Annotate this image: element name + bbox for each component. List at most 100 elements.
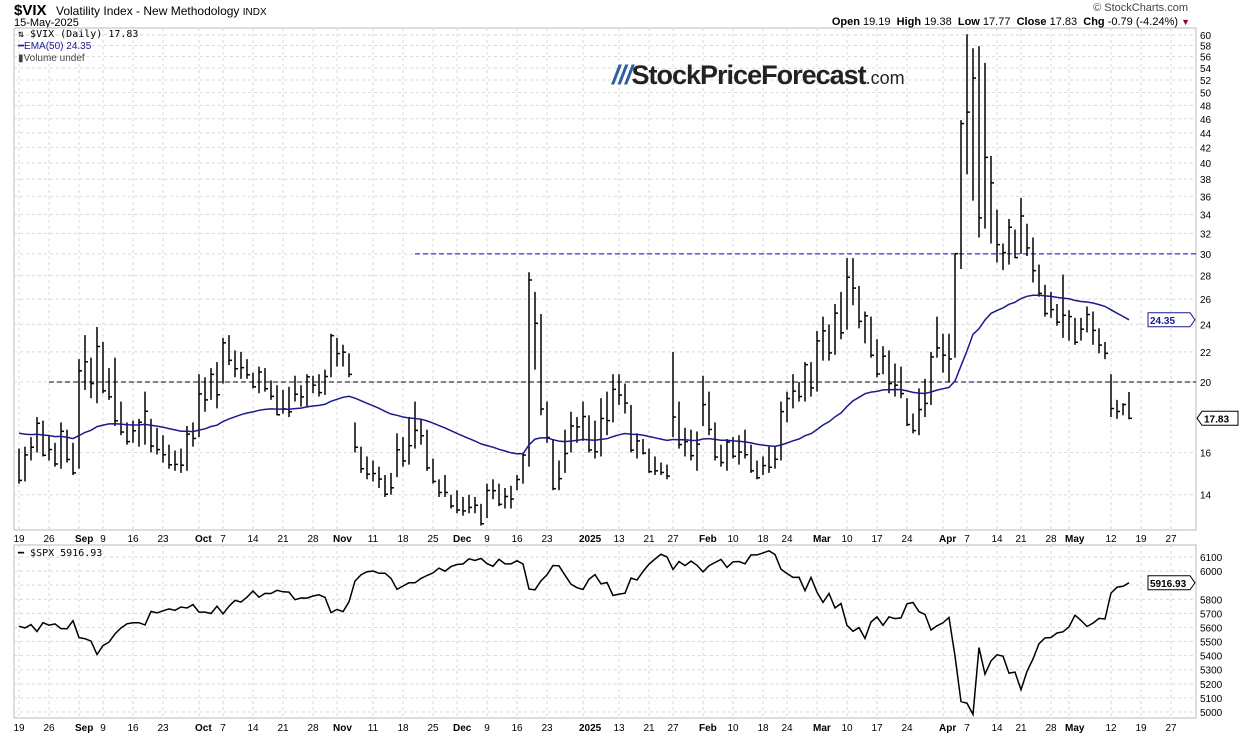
y-tick-label: 58 [1200,42,1212,53]
x-tick-label: 9 [484,534,490,545]
x-tick-label: Feb [699,723,717,734]
x-tick-label: 16 [511,723,523,734]
spx-line [18,549,1130,717]
x-tick-label: 21 [1015,534,1027,545]
y-tick-label: 6000 [1200,567,1223,578]
x-tick-label: 28 [307,723,319,734]
x-tick-label: Feb [699,534,717,545]
x-tick-label: 14 [247,723,259,734]
x-tick-label: 28 [1045,534,1057,545]
y-tick-label: 28 [1200,272,1212,283]
ema-line [18,294,1130,455]
x-tick-label: 14 [991,723,1003,734]
y-tick-label: 34 [1200,210,1212,221]
x-tick-label: 27 [667,534,679,545]
x-tick-label: 23 [541,534,553,545]
security-name-text: Volatility Index - New Methodology [56,4,240,18]
x-tick-label: Mar [813,534,831,545]
x-tick-label: 19 [1135,723,1147,734]
x-tick-label: 7 [220,723,226,734]
x-tick-label: 13 [613,723,625,734]
y-tick-label: 5500 [1200,638,1223,649]
x-tick-label: 7 [964,723,970,734]
logo-slashes-icon: /// [612,60,632,90]
legend-ema: ━EMA(50) 24.35 [18,41,92,52]
low-value: 17.77 [982,16,1011,28]
x-tick-label: 24 [901,723,913,734]
y-tick-label: 44 [1200,129,1212,140]
spx-value-tag-box [1147,575,1196,591]
y-tick-label: 6100 [1200,553,1223,564]
x-tick-label: 14 [991,534,1003,545]
x-tick-label: 25 [427,534,439,545]
copyright: © StockCharts.com [1093,2,1188,14]
vix-value-tag: 17.83 [1204,414,1229,425]
x-tick-label: 14 [247,534,259,545]
x-tick-label: 10 [727,534,739,545]
x-tick-label: 2025 [579,723,602,734]
y-tick-label: 42 [1200,144,1212,155]
x-tick-label: May [1065,723,1085,734]
x-tick-label: 2025 [579,534,602,545]
x-tick-label: Apr [939,534,956,545]
ema-value-tag: 24.35 [1150,316,1175,327]
x-tick-label: 16 [511,534,523,545]
y-tick-label: 5700 [1200,609,1223,620]
x-tick-label: 26 [43,723,55,734]
y-tick-label: 38 [1200,175,1212,186]
down-arrow-icon: ▼ [1181,17,1190,27]
x-tick-label: 19 [13,534,25,545]
open-label: Open [831,16,860,28]
x-tick-label: 23 [541,723,553,734]
symbol: $VIX [14,2,47,19]
x-tick-label: Sep [75,534,93,545]
close-value: 17.83 [1049,16,1078,28]
security-name: Volatility Index - New Methodology INDX [56,4,267,18]
logo-brand: StockPriceForecast [631,60,867,90]
x-tick-label: 18 [757,723,769,734]
legend-volume: ▮Volume undef [18,53,85,64]
x-tick-label: Nov [333,534,352,545]
y-tick-label: 5000 [1200,708,1223,719]
x-tick-label: Apr [939,723,956,734]
x-tick-label: 13 [613,534,625,545]
x-tick-label: 18 [397,723,409,734]
chart-date: 15-May-2025 [14,17,79,29]
logo-tld: .com [865,68,905,88]
x-tick-label: 23 [157,723,169,734]
y-tick-label: 5600 [1200,623,1223,634]
x-tick-label: 9 [484,723,490,734]
x-tick-label: 9 [100,723,106,734]
y-tick-label: 20 [1200,378,1212,389]
x-tick-label: 25 [427,723,439,734]
y-tick-label: 52 [1200,76,1212,87]
vix-panel-frame [13,27,1197,531]
x-tick-label: 19 [1135,534,1147,545]
x-tick-label: 27 [1165,534,1177,545]
x-tick-label: 24 [781,534,793,545]
y-tick-label: 14 [1200,491,1212,502]
x-tick-label: 12 [1105,723,1117,734]
x-tick-label: 10 [727,723,739,734]
x-tick-label: 18 [397,534,409,545]
x-tick-label: 19 [13,723,25,734]
y-tick-label: 60 [1200,31,1212,42]
ema-value-tag-box [1147,312,1196,328]
x-tick-label: 27 [1165,723,1177,734]
y-tick-label: 46 [1200,115,1212,126]
x-tick-label: 21 [277,723,289,734]
ohlc-readout: Open 19.19 High 19.38 Low 17.77 Close 17… [832,16,1190,28]
x-tick-label: 12 [1105,534,1117,545]
vix-value-tag-box [1196,410,1239,426]
x-tick-label: Nov [333,723,352,734]
x-tick-label: 11 [368,534,379,545]
y-tick-label: 16 [1200,449,1212,460]
legend-ema-text: EMA(50) 24.35 [24,41,92,52]
close-label: Close [1016,16,1047,28]
legend-spx: ━ $SPX 5916.93 [18,548,103,559]
legend-spx-text: $SPX 5916.93 [30,548,103,559]
x-tick-label: 28 [307,534,319,545]
y-tick-label: 5100 [1200,694,1223,705]
watermark-logo: ///StockPriceForecast.com [612,60,905,91]
